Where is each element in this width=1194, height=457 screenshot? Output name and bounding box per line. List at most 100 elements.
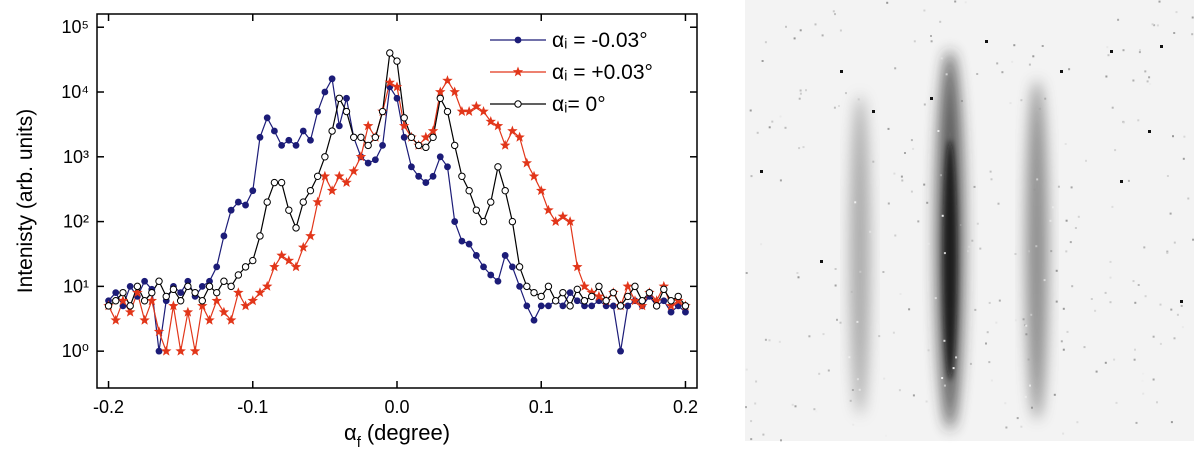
data-point xyxy=(285,206,293,214)
speck xyxy=(854,201,857,204)
x-label-subscript: f xyxy=(357,434,362,451)
data-point xyxy=(523,282,531,291)
speck xyxy=(815,410,818,413)
data-point xyxy=(139,314,150,325)
speck xyxy=(869,230,872,233)
speck xyxy=(892,331,895,334)
data-point xyxy=(436,94,444,102)
data-point xyxy=(177,289,185,297)
data-point xyxy=(449,86,460,97)
hot-pixel xyxy=(985,40,988,43)
y-tick-label: 10¹ xyxy=(63,276,89,296)
speck xyxy=(832,10,835,13)
speck xyxy=(1135,421,1138,424)
speck xyxy=(912,147,915,150)
data-point xyxy=(321,88,329,96)
speck xyxy=(1176,313,1179,316)
data-point xyxy=(379,141,386,149)
speck xyxy=(845,92,847,95)
speck xyxy=(1027,358,1030,361)
speck xyxy=(904,152,906,154)
speck xyxy=(1191,33,1194,36)
speck xyxy=(1065,219,1068,222)
data-point xyxy=(508,263,516,271)
speck xyxy=(952,367,955,370)
speck xyxy=(941,377,944,379)
speck xyxy=(822,333,825,336)
speck xyxy=(937,130,940,132)
speck xyxy=(1035,245,1038,248)
data-point xyxy=(456,106,468,116)
x-label-symbol: α xyxy=(344,420,357,445)
data-point xyxy=(234,198,242,206)
hot-pixel xyxy=(1120,180,1123,183)
legend-marker xyxy=(514,36,522,44)
speck xyxy=(1014,253,1017,255)
streak xyxy=(1026,80,1048,420)
speck xyxy=(852,423,855,426)
data-point xyxy=(564,216,576,226)
speck xyxy=(848,356,851,359)
speck xyxy=(1153,24,1156,27)
speck xyxy=(1028,63,1031,66)
y-tick-label: 10³ xyxy=(63,147,89,167)
legend-label: αᵢ = +0.03° xyxy=(552,61,653,84)
speck xyxy=(930,35,932,37)
speck xyxy=(934,297,937,300)
speck xyxy=(1020,99,1023,102)
image-background xyxy=(745,0,1194,441)
speck xyxy=(923,183,926,186)
speck xyxy=(1070,186,1073,189)
data-point xyxy=(132,287,143,298)
speck xyxy=(941,214,944,217)
data-point xyxy=(254,287,266,298)
data-point xyxy=(112,297,120,305)
speck xyxy=(1027,250,1030,253)
data-point xyxy=(637,300,648,311)
data-point xyxy=(184,282,192,291)
speck xyxy=(1057,185,1060,188)
hot-pixel xyxy=(760,170,763,173)
speck xyxy=(1030,313,1033,316)
data-point xyxy=(312,196,323,207)
legend-marker xyxy=(514,100,522,108)
speck xyxy=(968,245,971,248)
data-point xyxy=(501,186,509,195)
streak-core xyxy=(943,140,957,380)
speck xyxy=(1134,348,1136,351)
data-point xyxy=(458,237,466,245)
streak xyxy=(850,95,870,415)
data-point xyxy=(400,133,408,141)
speck xyxy=(1114,149,1117,152)
data-point xyxy=(126,302,134,310)
speck xyxy=(1066,330,1069,333)
data-point xyxy=(240,300,251,311)
data-point xyxy=(521,157,532,168)
data-point xyxy=(617,347,624,355)
speck xyxy=(1071,285,1074,288)
data-point xyxy=(270,178,279,187)
data-point xyxy=(278,141,286,149)
speck xyxy=(1132,79,1135,82)
speck xyxy=(1175,11,1178,14)
data-point xyxy=(384,77,395,87)
speck xyxy=(1085,159,1087,162)
legend-label: αᵢ = -0.03° xyxy=(552,29,648,52)
data-point xyxy=(205,282,214,291)
x-tick-label: 0.1 xyxy=(529,397,554,417)
legend-label: αᵢ= 0° xyxy=(552,93,606,116)
speck xyxy=(827,369,830,372)
speck xyxy=(1050,250,1053,253)
speck xyxy=(745,272,748,274)
data-point xyxy=(350,133,358,141)
data-point xyxy=(588,292,596,301)
data-point xyxy=(414,141,423,150)
speck xyxy=(882,271,885,273)
speck xyxy=(945,73,948,76)
speck xyxy=(1069,241,1072,244)
data-point xyxy=(545,302,552,310)
speck xyxy=(794,405,797,408)
speck xyxy=(1095,370,1098,373)
data-point xyxy=(371,133,380,141)
speck xyxy=(762,433,765,436)
